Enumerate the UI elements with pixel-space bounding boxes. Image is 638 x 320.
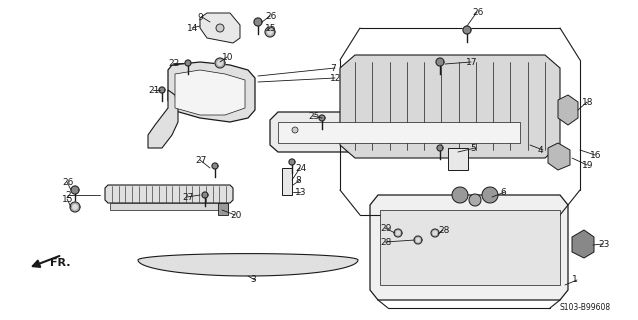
Text: 26: 26 [62, 178, 73, 187]
Text: 17: 17 [466, 58, 477, 67]
Polygon shape [278, 122, 520, 143]
Text: 29: 29 [380, 223, 391, 233]
Polygon shape [452, 187, 468, 203]
Polygon shape [416, 238, 420, 242]
Polygon shape [433, 231, 437, 235]
Text: 16: 16 [590, 150, 602, 159]
Text: 26: 26 [472, 7, 484, 17]
Text: 12: 12 [330, 74, 341, 83]
Polygon shape [216, 24, 224, 32]
Polygon shape [148, 90, 178, 148]
Text: 2: 2 [65, 190, 71, 199]
Text: 24: 24 [295, 164, 306, 172]
Polygon shape [218, 203, 228, 215]
Polygon shape [159, 87, 165, 93]
Polygon shape [380, 210, 560, 285]
Polygon shape [105, 185, 233, 203]
Polygon shape [168, 62, 255, 122]
Text: 26: 26 [265, 12, 276, 20]
Polygon shape [436, 58, 444, 66]
Polygon shape [282, 168, 292, 195]
Polygon shape [200, 13, 240, 43]
Text: 22: 22 [168, 59, 179, 68]
Text: 7: 7 [330, 63, 336, 73]
Polygon shape [292, 127, 298, 133]
Polygon shape [71, 186, 79, 194]
Polygon shape [202, 192, 208, 198]
Text: 20: 20 [230, 211, 241, 220]
Text: 27: 27 [182, 193, 193, 202]
Polygon shape [340, 55, 560, 158]
Text: 9: 9 [197, 12, 203, 21]
Polygon shape [319, 115, 325, 121]
Polygon shape [548, 143, 570, 170]
Polygon shape [218, 61, 222, 65]
Text: 18: 18 [582, 98, 593, 107]
Text: 15: 15 [62, 195, 73, 204]
Polygon shape [396, 231, 400, 235]
Polygon shape [268, 30, 272, 34]
Polygon shape [572, 230, 594, 258]
Polygon shape [212, 163, 218, 169]
Polygon shape [463, 26, 471, 34]
Text: 3: 3 [250, 276, 256, 284]
Polygon shape [558, 95, 578, 125]
Text: 15: 15 [265, 23, 276, 33]
Polygon shape [70, 202, 80, 212]
Polygon shape [482, 187, 498, 203]
Text: 8: 8 [295, 175, 300, 185]
Text: 23: 23 [598, 239, 609, 249]
Polygon shape [448, 148, 468, 170]
Text: 6: 6 [500, 188, 506, 196]
Polygon shape [289, 159, 295, 165]
Text: 28: 28 [438, 226, 449, 235]
Text: 27: 27 [195, 156, 206, 164]
Text: 19: 19 [582, 161, 593, 170]
Text: 14: 14 [187, 23, 198, 33]
Text: 5: 5 [470, 143, 476, 153]
Text: 10: 10 [222, 52, 234, 61]
Polygon shape [215, 58, 225, 68]
Text: 25: 25 [308, 111, 320, 121]
Text: 21: 21 [148, 85, 160, 94]
Polygon shape [270, 112, 528, 152]
Polygon shape [110, 203, 228, 210]
Polygon shape [437, 145, 443, 151]
Text: S103-B99608: S103-B99608 [560, 303, 611, 313]
Text: FR.: FR. [50, 258, 71, 268]
Polygon shape [414, 236, 422, 244]
Polygon shape [394, 229, 402, 237]
Text: 13: 13 [295, 188, 306, 196]
Polygon shape [175, 70, 245, 115]
Polygon shape [469, 194, 481, 206]
Polygon shape [265, 27, 275, 37]
Text: 28: 28 [380, 237, 391, 246]
Polygon shape [254, 18, 262, 26]
Polygon shape [73, 205, 77, 209]
Polygon shape [185, 60, 191, 66]
Text: 4: 4 [538, 146, 544, 155]
Text: 1: 1 [572, 276, 578, 284]
Polygon shape [138, 254, 358, 276]
Polygon shape [431, 229, 439, 237]
Polygon shape [370, 195, 568, 300]
